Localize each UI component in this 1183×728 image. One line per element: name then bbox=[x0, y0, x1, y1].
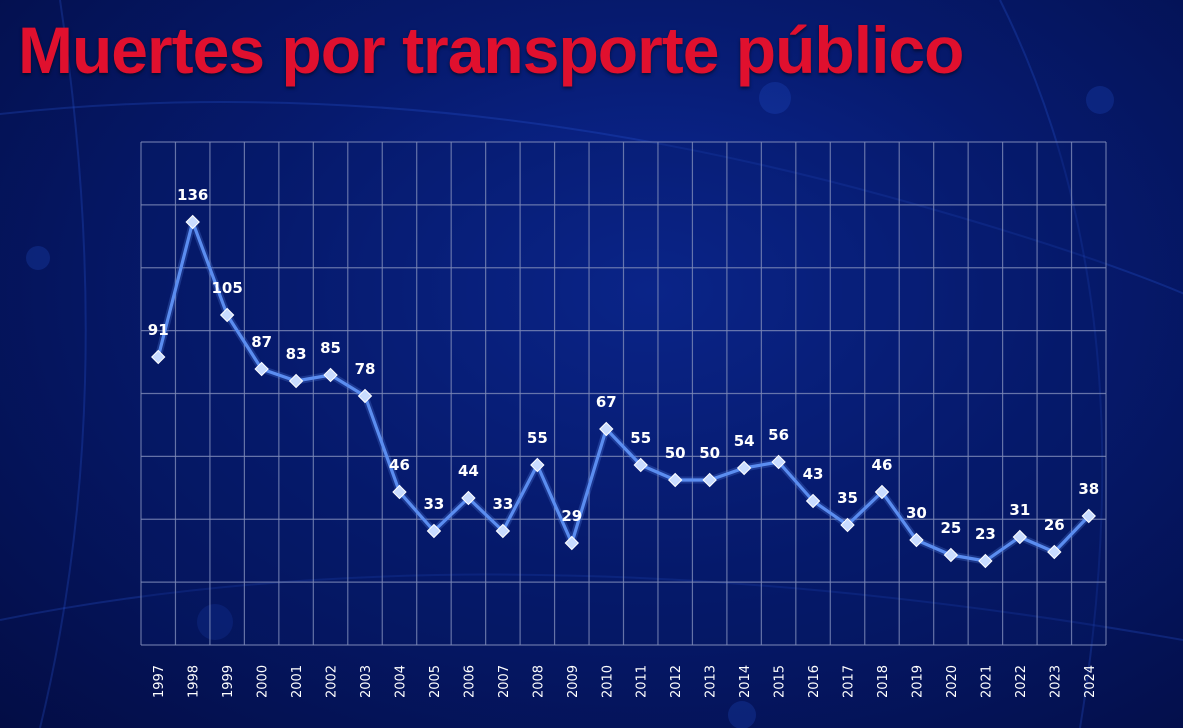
x-tick-label: 1999 bbox=[221, 665, 236, 698]
data-point bbox=[978, 553, 993, 569]
x-tick-label: 2009 bbox=[566, 665, 581, 698]
data-label: 54 bbox=[734, 432, 755, 450]
x-tick-label: 2023 bbox=[1048, 665, 1063, 698]
x-tick-label: 2004 bbox=[393, 665, 408, 698]
data-point bbox=[219, 307, 235, 323]
series-line bbox=[156, 220, 1090, 563]
data-point bbox=[151, 349, 166, 365]
data-label: 85 bbox=[320, 339, 341, 357]
data-point bbox=[943, 547, 959, 563]
data-point bbox=[530, 457, 545, 473]
data-label: 29 bbox=[561, 507, 582, 525]
data-point bbox=[392, 484, 407, 500]
data-label: 83 bbox=[286, 345, 307, 363]
x-tick-label: 2024 bbox=[1083, 665, 1098, 698]
data-label: 31 bbox=[1009, 501, 1030, 519]
data-point bbox=[185, 214, 200, 230]
x-tick-label: 1998 bbox=[187, 665, 202, 698]
x-tick-label: 2011 bbox=[635, 665, 650, 698]
data-label: 33 bbox=[492, 495, 513, 513]
x-tick-label: 1997 bbox=[152, 665, 167, 698]
data-label: 44 bbox=[458, 462, 479, 480]
data-point bbox=[909, 532, 924, 548]
data-point bbox=[805, 493, 821, 509]
data-label: 33 bbox=[424, 495, 445, 513]
data-label: 35 bbox=[837, 489, 858, 507]
x-tick-label: 2007 bbox=[497, 665, 512, 698]
data-label: 26 bbox=[1044, 516, 1065, 534]
data-label: 46 bbox=[872, 456, 893, 474]
data-point bbox=[461, 490, 476, 506]
data-label: 56 bbox=[768, 426, 789, 444]
data-label: 46 bbox=[389, 456, 410, 474]
data-label: 43 bbox=[803, 465, 824, 483]
data-label: 50 bbox=[665, 444, 686, 462]
data-label: 91 bbox=[148, 321, 169, 339]
data-label: 78 bbox=[355, 360, 376, 378]
data-point bbox=[874, 484, 890, 500]
x-tick-label: 2008 bbox=[531, 665, 546, 698]
x-tick-label: 2020 bbox=[945, 665, 960, 698]
x-tick-label: 2000 bbox=[256, 665, 271, 698]
x-tick-label: 2018 bbox=[876, 665, 891, 698]
x-tick-label: 2019 bbox=[910, 665, 925, 698]
data-label: 30 bbox=[906, 504, 927, 522]
data-point bbox=[1012, 529, 1028, 545]
x-tick-label: 2022 bbox=[1014, 665, 1029, 698]
x-tick-label: 2013 bbox=[704, 665, 719, 698]
data-point bbox=[357, 388, 373, 404]
x-tick-label: 2016 bbox=[807, 665, 822, 698]
x-tick-label: 2010 bbox=[600, 665, 615, 698]
data-label: 25 bbox=[940, 519, 961, 537]
data-label: 87 bbox=[251, 333, 272, 351]
data-label: 136 bbox=[177, 186, 208, 204]
data-label: 38 bbox=[1078, 480, 1099, 498]
data-point bbox=[599, 421, 614, 437]
data-label: 50 bbox=[699, 444, 720, 462]
data-point bbox=[254, 361, 269, 377]
x-tick-label: 2012 bbox=[669, 665, 684, 698]
data-label: 23 bbox=[975, 525, 996, 543]
x-tick-label: 2015 bbox=[773, 665, 788, 698]
data-point bbox=[323, 367, 338, 383]
data-point bbox=[1047, 544, 1062, 560]
x-tick-label: 2001 bbox=[290, 665, 305, 698]
data-point bbox=[840, 517, 855, 533]
x-tick-label: 2017 bbox=[842, 665, 857, 698]
data-label: 55 bbox=[527, 429, 548, 447]
data-point bbox=[426, 523, 442, 539]
data-point bbox=[1081, 508, 1096, 524]
data-point bbox=[667, 472, 683, 488]
data-point bbox=[495, 523, 511, 539]
data-point bbox=[633, 457, 648, 473]
x-tick-label: 2002 bbox=[325, 665, 340, 698]
page-title: Muertes por transporte público bbox=[18, 13, 964, 87]
x-tick-label: 2006 bbox=[462, 665, 477, 698]
x-tick-label: 2014 bbox=[738, 665, 753, 698]
data-label: 105 bbox=[212, 279, 243, 297]
x-tick-label: 2005 bbox=[428, 665, 443, 698]
x-tick-label: 2021 bbox=[979, 665, 994, 698]
data-point bbox=[288, 373, 304, 389]
x-tick-label: 2003 bbox=[359, 665, 374, 698]
data-point bbox=[771, 454, 786, 470]
data-label: 67 bbox=[596, 393, 617, 411]
data-label: 55 bbox=[630, 429, 651, 447]
data-point bbox=[736, 460, 752, 476]
data-point bbox=[702, 472, 717, 488]
data-point bbox=[564, 535, 580, 551]
